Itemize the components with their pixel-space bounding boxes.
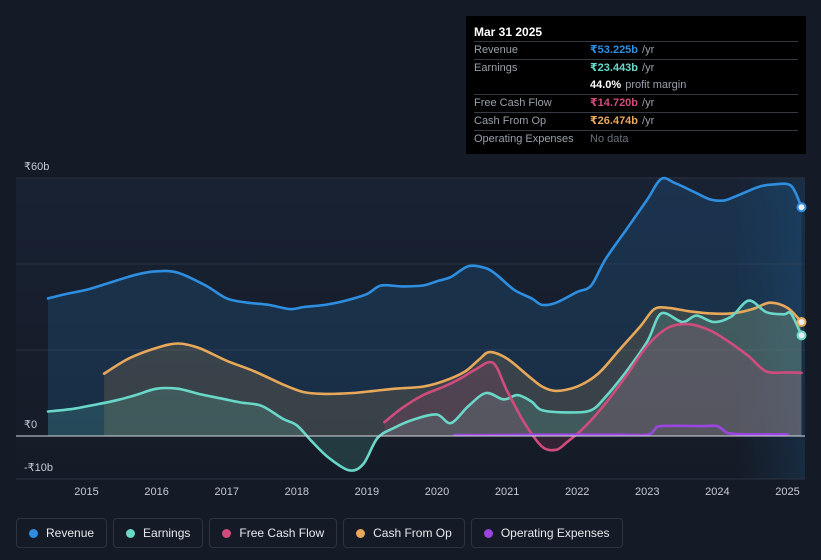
x-tick-label: 2021 [495,486,519,498]
legend-dot-icon [222,528,232,538]
legend-item-free-cash-flow[interactable]: Free Cash Flow [209,518,338,548]
legend-dot-icon [29,528,38,538]
legend-label: Revenue [46,526,95,540]
x-tick-label: 2025 [775,486,799,498]
area-cash-from-op [104,302,802,436]
tooltip-label: Earnings [474,62,518,74]
tooltip-label: Cash From Op [474,115,547,127]
tooltip-label: Revenue [474,44,519,56]
legend-label: Earnings [143,526,191,540]
line-revenue [46,176,803,311]
end-marker-revenue [796,202,807,213]
x-tick-label: 2019 [355,486,379,498]
legend-label: Cash From Op [373,526,452,540]
financial-history-chart: ₹60b ₹0 -₹10b 2015 2016 2017 2018 2019 2020 2021 2… [16,161,807,498]
tooltip-row-revenue: Revenue ₹53.225b /yr [474,41,798,59]
tooltip-value: 44.0% [590,79,622,91]
tooltip-row-free-cash-flow: Free Cash Flow ₹14.720b /yr [474,94,798,112]
tooltip-unit: /yr [642,62,655,74]
y-tick-label: -₹10b [24,462,53,474]
line-earnings [46,299,803,472]
y-tick-label: ₹60b [24,161,49,173]
area-free-cash-flow [384,324,802,451]
tooltip-unit: /yr [642,44,655,56]
tooltip-row-cash-from-op: Cash From Op ₹26.474b /yr [474,112,798,130]
tooltip-panel: Mar 31 2025 Revenue ₹53.225b /yr Earning… [466,16,806,154]
tooltip-value: ₹26.474b [590,115,639,127]
tooltip-unit: /yr [642,115,655,127]
x-tick-label: 2017 [214,486,238,498]
tooltip-unit: /yr [642,97,655,109]
legend-dot-icon [356,528,366,538]
x-tick-label: 2023 [635,486,659,498]
chart-legend: Revenue Earnings Free Cash Flow Cash Fro… [16,518,623,548]
x-tick-label: 2024 [705,486,729,498]
tooltip-row-profit-margin: 44.0% profit margin [474,77,798,94]
x-tick-label: 2018 [285,486,309,498]
end-marker-earnings [796,330,807,341]
x-tick-label: 2022 [565,486,589,498]
tooltip-label [474,77,590,94]
tooltip-date: Mar 31 2025 [474,25,543,39]
area-earnings [48,300,802,471]
tooltip-label: Operating Expenses [474,133,574,145]
legend-item-revenue[interactable]: Revenue [16,518,108,548]
legend-item-cash-from-op[interactable]: Cash From Op [343,518,465,548]
legend-item-earnings[interactable]: Earnings [113,518,204,548]
plot-background [16,178,805,479]
tooltip-row-earnings: Earnings ₹23.443b /yr [474,59,798,77]
area-revenue [48,178,802,437]
line-cash-from-op [102,301,803,396]
legend-label: Operating Expenses [500,526,610,540]
x-tick-label: 2020 [425,486,449,498]
end-marker-cash-from-op [796,317,807,328]
forecast-shade [736,178,805,479]
x-tick-label: 2015 [74,486,98,498]
legend-label: Free Cash Flow [239,526,325,540]
tooltip-value: No data [590,133,629,145]
x-tick-label: 2016 [144,486,168,498]
legend-dot-icon [483,528,493,538]
line-operating-expenses [453,424,789,437]
legend-item-operating-expenses[interactable]: Operating Expenses [470,518,623,548]
tooltip-label: Free Cash Flow [474,97,552,109]
tooltip-unit: profit margin [625,79,687,91]
tooltip-value: ₹14.720b [590,97,639,109]
tooltip-value: ₹23.443b [590,62,639,74]
y-tick-label: ₹0 [24,419,37,431]
tooltip-row-operating-expenses: Operating Expenses No data [474,130,798,148]
tooltip-value: ₹53.225b [590,44,639,56]
legend-dot-icon [126,528,136,538]
